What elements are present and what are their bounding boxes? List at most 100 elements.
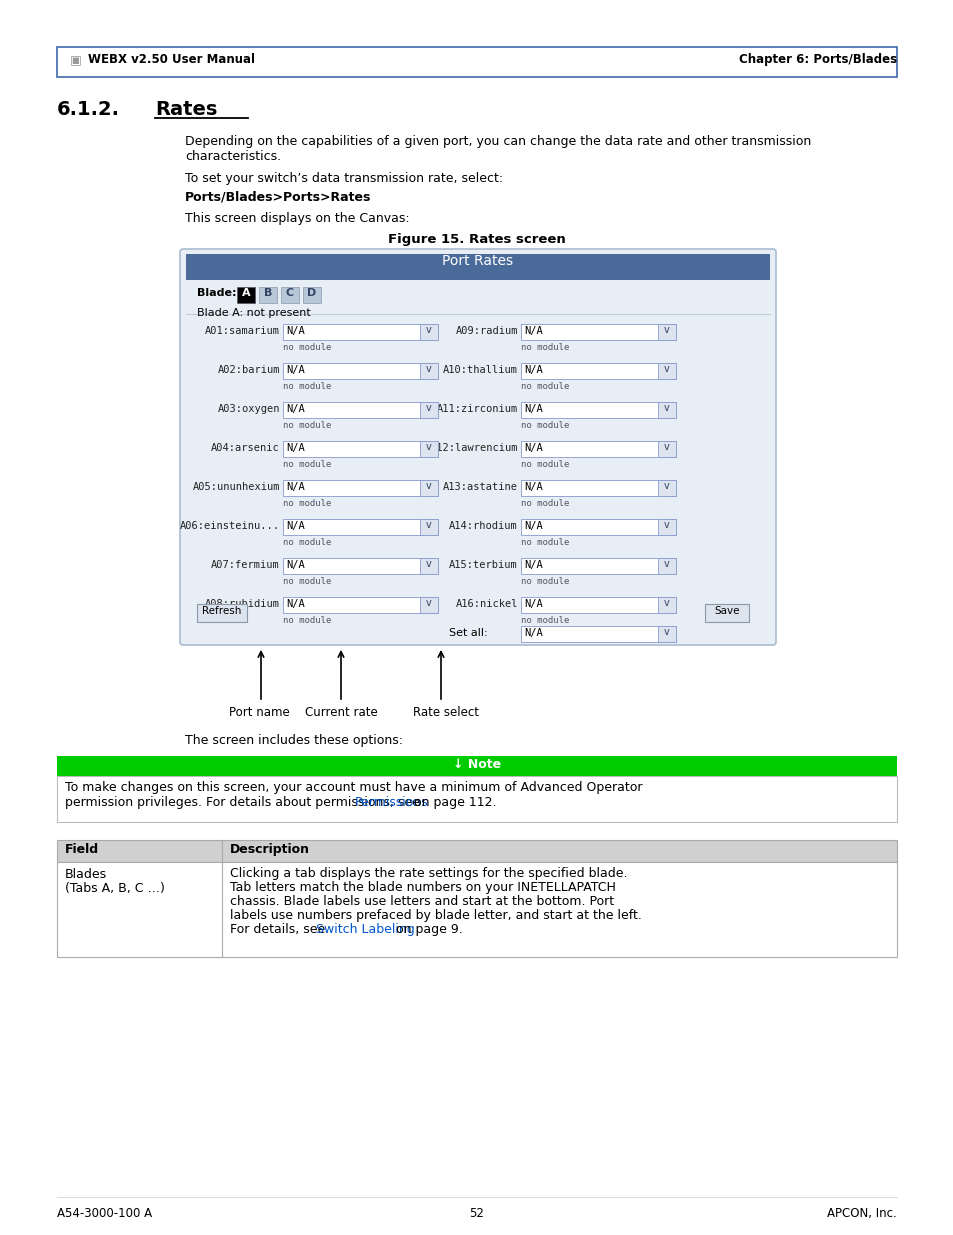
Bar <box>283 403 437 417</box>
Text: no module: no module <box>283 459 331 469</box>
Bar <box>658 519 676 535</box>
Text: no module: no module <box>520 499 569 508</box>
Text: v: v <box>663 325 669 335</box>
Text: v: v <box>426 403 432 412</box>
Text: Save: Save <box>714 606 739 616</box>
Text: v: v <box>426 364 432 374</box>
Text: Rates: Rates <box>154 100 217 119</box>
Bar <box>419 558 437 574</box>
Bar <box>57 840 896 862</box>
Bar <box>283 597 437 613</box>
Text: no module: no module <box>283 616 331 625</box>
Bar <box>520 558 676 574</box>
Bar <box>419 519 437 535</box>
Text: v: v <box>663 480 669 492</box>
FancyBboxPatch shape <box>180 249 775 645</box>
Text: Field: Field <box>65 844 99 856</box>
Bar <box>658 597 676 613</box>
Text: v: v <box>426 480 432 492</box>
Text: A09:radium: A09:radium <box>455 326 517 336</box>
Text: A08:rubidium: A08:rubidium <box>205 599 280 609</box>
Text: no module: no module <box>520 577 569 585</box>
Text: To make changes on this screen, your account must have a minimum of Advanced Ope: To make changes on this screen, your acc… <box>65 781 641 794</box>
Text: no module: no module <box>283 343 331 352</box>
Text: ↓ Note: ↓ Note <box>453 758 500 771</box>
Bar <box>419 363 437 379</box>
Text: Tab letters match the blade numbers on your INETELLAPATCH: Tab letters match the blade numbers on y… <box>230 881 616 894</box>
Text: v: v <box>663 364 669 374</box>
Bar <box>57 756 896 776</box>
Text: Blade:: Blade: <box>196 288 236 298</box>
Text: no module: no module <box>520 616 569 625</box>
Bar <box>658 363 676 379</box>
Text: no module: no module <box>283 538 331 547</box>
Text: A16:nickel: A16:nickel <box>455 599 517 609</box>
Text: Refresh: Refresh <box>202 606 241 616</box>
Text: N/A: N/A <box>523 482 542 492</box>
Bar <box>520 363 676 379</box>
Text: no module: no module <box>520 343 569 352</box>
Text: Depending on the capabilities of a given port, you can change the data rate and : Depending on the capabilities of a given… <box>185 135 810 148</box>
Text: N/A: N/A <box>286 521 304 531</box>
Text: ▣: ▣ <box>70 53 82 65</box>
Text: A02:barium: A02:barium <box>217 366 280 375</box>
Text: Clicking a tab displays the rate settings for the specified blade.: Clicking a tab displays the rate setting… <box>230 867 627 881</box>
Text: A54-3000-100 A: A54-3000-100 A <box>57 1207 152 1220</box>
Text: N/A: N/A <box>523 599 542 609</box>
Text: N/A: N/A <box>523 366 542 375</box>
Bar <box>283 441 437 457</box>
Text: A03:oxygen: A03:oxygen <box>217 404 280 414</box>
Bar <box>658 324 676 340</box>
Text: Set all:: Set all: <box>449 629 488 638</box>
Bar <box>283 363 437 379</box>
Bar <box>520 403 676 417</box>
Text: A07:fermium: A07:fermium <box>211 559 280 571</box>
Text: 52: 52 <box>469 1207 484 1220</box>
Text: N/A: N/A <box>286 482 304 492</box>
Text: N/A: N/A <box>523 521 542 531</box>
Bar <box>283 558 437 574</box>
Text: N/A: N/A <box>523 559 542 571</box>
Text: Port Rates: Port Rates <box>442 254 513 268</box>
Bar <box>57 862 896 957</box>
Text: To set your switch’s data transmission rate, select:: To set your switch’s data transmission r… <box>185 172 502 185</box>
Bar <box>419 324 437 340</box>
Text: WEBX v2.50 User Manual: WEBX v2.50 User Manual <box>88 53 254 65</box>
Text: no module: no module <box>283 421 331 430</box>
Text: Blades: Blades <box>65 868 107 881</box>
Bar <box>281 287 298 303</box>
Text: For details, see: For details, see <box>230 923 329 936</box>
Text: This screen displays on the Canvas:: This screen displays on the Canvas: <box>185 212 409 225</box>
Text: v: v <box>663 442 669 452</box>
Text: N/A: N/A <box>286 599 304 609</box>
Bar <box>419 441 437 457</box>
Text: N/A: N/A <box>286 366 304 375</box>
Text: v: v <box>426 598 432 608</box>
Text: v: v <box>663 627 669 637</box>
Text: no module: no module <box>283 577 331 585</box>
Bar <box>520 519 676 535</box>
Text: A10:thallium: A10:thallium <box>442 366 517 375</box>
Text: v: v <box>663 559 669 569</box>
Text: no module: no module <box>520 421 569 430</box>
Text: no module: no module <box>520 459 569 469</box>
Text: Rate select: Rate select <box>413 706 478 719</box>
Text: A05:ununhexium: A05:ununhexium <box>193 482 280 492</box>
Text: D: D <box>307 288 316 298</box>
Text: A04:arsenic: A04:arsenic <box>211 443 280 453</box>
Text: no module: no module <box>520 538 569 547</box>
Text: N/A: N/A <box>523 326 542 336</box>
Text: N/A: N/A <box>286 326 304 336</box>
Text: no module: no module <box>283 382 331 391</box>
Text: chassis. Blade labels use letters and start at the bottom. Port: chassis. Blade labels use letters and st… <box>230 895 614 908</box>
Text: no module: no module <box>520 382 569 391</box>
Text: C: C <box>286 288 294 298</box>
Bar <box>520 480 676 496</box>
Text: Switch Labeling: Switch Labeling <box>315 923 415 936</box>
Text: A15:terbium: A15:terbium <box>449 559 517 571</box>
Bar <box>236 287 254 303</box>
Text: N/A: N/A <box>523 443 542 453</box>
Text: labels use numbers prefaced by blade letter, and start at the left.: labels use numbers prefaced by blade let… <box>230 909 641 923</box>
Text: N/A: N/A <box>286 404 304 414</box>
Text: Port name: Port name <box>229 706 289 719</box>
